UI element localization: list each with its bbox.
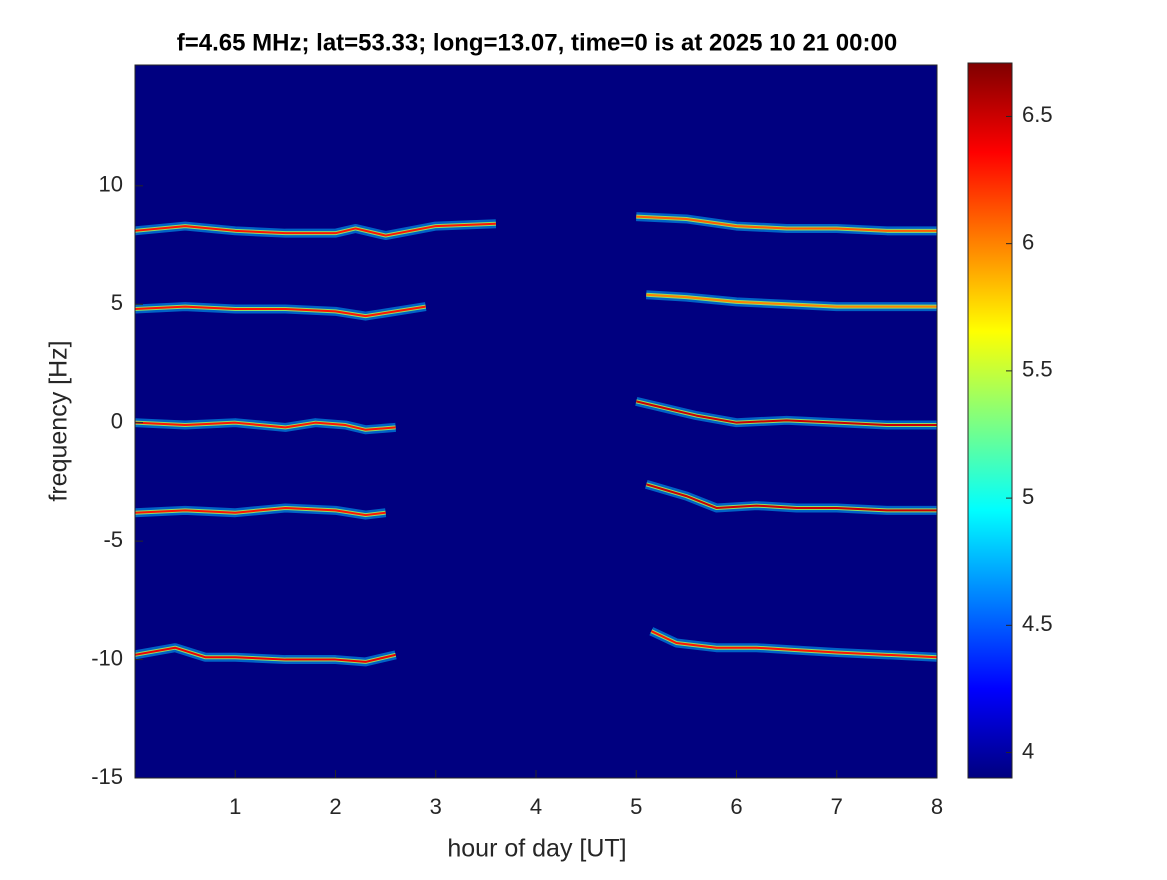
colorbar-tick-label: 5.5 [1022, 357, 1053, 382]
trace [134, 506, 386, 517]
trace [645, 483, 937, 512]
x-axis-label: hour of day [UT] [447, 835, 626, 863]
x-tick-label: 6 [730, 794, 742, 819]
y-tick-label: 0 [111, 408, 123, 433]
colorbar-tick-label: 4.5 [1022, 611, 1053, 636]
trace [636, 215, 937, 232]
x-tick-label: 5 [630, 794, 642, 819]
colorbar-tick-label: 6 [1022, 229, 1034, 254]
y-tick-label: -5 [103, 527, 123, 552]
y-tick-label: 5 [111, 290, 123, 315]
colorbar-tick-label: 4 [1022, 738, 1034, 763]
x-tick-label: 4 [530, 794, 542, 819]
x-tick-label: 8 [931, 794, 943, 819]
trace [134, 305, 426, 318]
colorbar-tick-label: 5 [1022, 484, 1034, 509]
trace [646, 293, 937, 308]
y-tick-label: 10 [99, 172, 123, 197]
trace [636, 400, 937, 427]
colorbar [967, 62, 1013, 779]
y-tick-label: -10 [91, 645, 123, 670]
trace [134, 222, 496, 237]
y-tick-label: -15 [91, 764, 123, 789]
trace [650, 630, 938, 659]
trace [134, 646, 396, 663]
x-tick-label: 2 [329, 794, 341, 819]
x-tick-label: 1 [229, 794, 241, 819]
trace [134, 421, 396, 431]
chart-title: f=4.65 MHz; lat=53.33; long=13.07, time=… [177, 29, 897, 56]
x-tick-label: 7 [831, 794, 843, 819]
y-axis-label: frequency [Hz] [45, 340, 73, 501]
colorbar-tick-label: 6.5 [1022, 102, 1053, 127]
x-tick-label: 3 [430, 794, 442, 819]
